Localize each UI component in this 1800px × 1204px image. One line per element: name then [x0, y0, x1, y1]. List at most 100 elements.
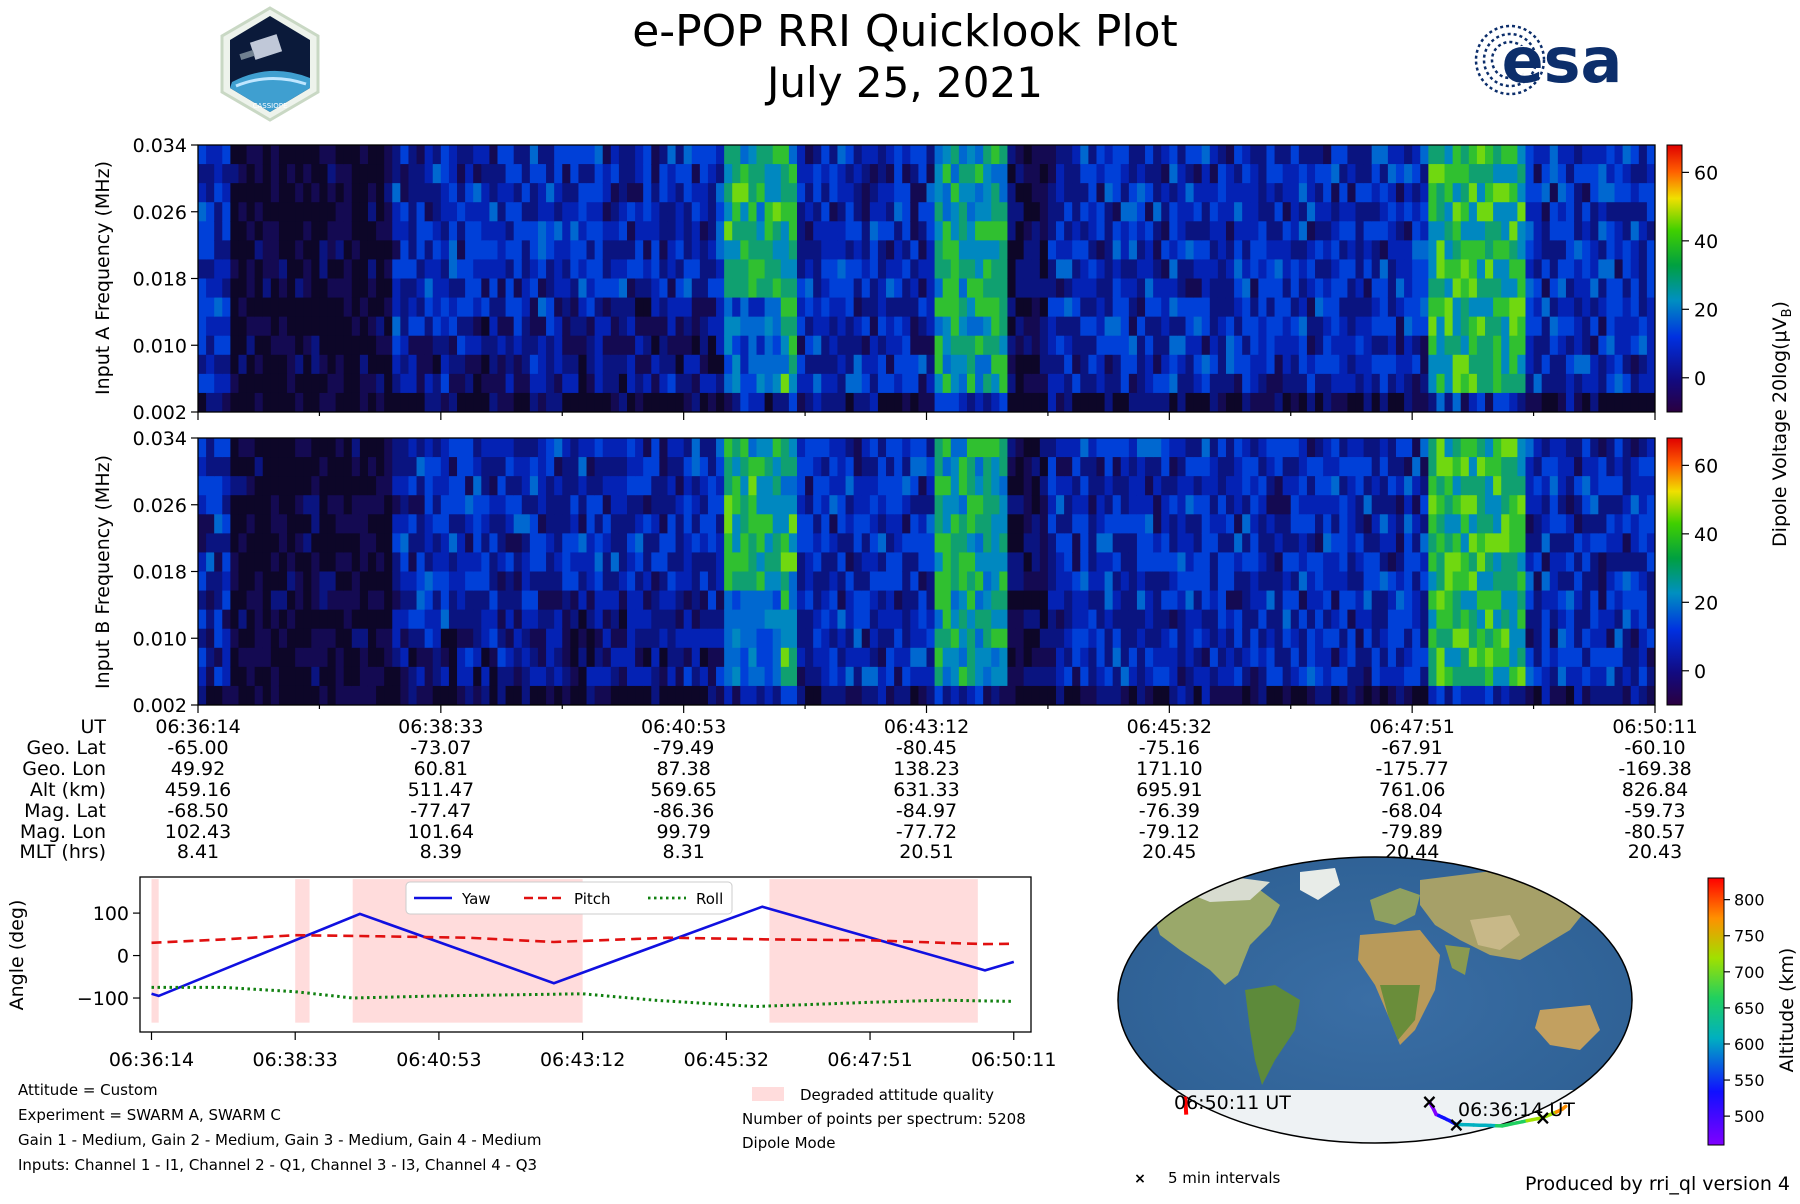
altitude-colorbar-tick-label: 500	[1734, 1107, 1765, 1126]
ephemeris-cell: 8.41	[177, 841, 219, 863]
ephemeris-cell: -79.12	[1139, 821, 1200, 843]
ephemeris-cell: 138.23	[893, 758, 959, 780]
spectrogram-b-ytick-label: 0.026	[133, 495, 187, 517]
colorbar-b-tick-label: 20	[1694, 592, 1718, 614]
ephemeris-cell: 06:47:51	[1369, 716, 1454, 738]
ephemeris-cell: 20.43	[1628, 841, 1682, 863]
spectrogram-input-a-ylabel: Input A Frequency (MHz)	[92, 161, 114, 395]
colorbar-b-tick-label: 0	[1694, 661, 1706, 683]
ephemeris-cell: 20.51	[899, 841, 953, 863]
ephemeris-row-label: Alt (km)	[30, 779, 106, 801]
attitude-ytick-label: 0	[117, 946, 129, 968]
map-marker-legend: × 5 min intervals	[1134, 1169, 1280, 1187]
ephemeris-cell: -73.07	[410, 737, 471, 759]
attitude-xtick-label: 06:38:33	[253, 1049, 338, 1071]
info-dipole-mode: Dipole Mode	[742, 1134, 835, 1152]
map-start-label: 06:36:14 UT	[1458, 1099, 1575, 1121]
ephemeris-cell: 102.43	[165, 821, 231, 843]
track-marker-x-icon: ×	[1421, 1090, 1438, 1114]
spectrogram-b-ytick-label: 0.018	[133, 562, 187, 584]
esa-logo: esa	[1476, 24, 1622, 97]
ephemeris-cell: -175.77	[1375, 758, 1448, 780]
altitude-colorbar-tick-label: 800	[1734, 891, 1765, 910]
ephemeris-cell: 06:40:53	[641, 716, 726, 738]
ephemeris-cell: 06:38:33	[398, 716, 483, 738]
spectrogram-b-ytick-label: 0.034	[133, 428, 187, 450]
info-right: Degraded attitude quality Number of poin…	[742, 1086, 1026, 1152]
altitude-colorbar-label: Altitude (km)	[1776, 948, 1798, 1073]
spectrogram-input-b-image	[198, 438, 1656, 706]
spectrogram-a-ytick-label: 0.026	[133, 202, 187, 224]
colorbar-b-tick-label: 60	[1694, 455, 1718, 477]
altitude-colorbar-tick-label: 750	[1734, 927, 1765, 946]
ephemeris-row-label: Geo. Lon	[22, 758, 106, 780]
ephemeris-cell: -84.97	[896, 800, 957, 822]
info-points-per-spectrum: Number of points per spectrum: 5208	[742, 1110, 1026, 1128]
ephemeris-cell: -80.45	[896, 737, 957, 759]
figure-date: July 25, 2021	[764, 58, 1043, 107]
ephemeris-row-label: MLT (hrs)	[19, 841, 106, 863]
altitude-colorbar-tick-label: 700	[1734, 963, 1765, 982]
attitude-xtick-label: 06:43:12	[540, 1049, 625, 1071]
ephemeris-cell: 06:36:14	[155, 716, 240, 738]
cassiope-logo: CASSIOPE	[222, 8, 318, 120]
info-gains: Gain 1 - Medium, Gain 2 - Medium, Gain 3…	[18, 1131, 542, 1149]
ephemeris-cell: 826.84	[1622, 779, 1688, 801]
ephemeris-cell: -59.73	[1624, 800, 1685, 822]
map-marker-label: 5 min intervals	[1168, 1169, 1281, 1187]
colorbar-b-tick-label: 40	[1694, 524, 1718, 546]
attitude-legend: Yaw Pitch Roll	[406, 882, 732, 914]
ephemeris-row-label: Mag. Lat	[24, 800, 106, 822]
ephemeris-cell: 8.31	[663, 841, 705, 863]
degraded-span	[151, 879, 158, 1023]
spectrogram-colorbar-b: 0 20 40 60	[1667, 438, 1718, 705]
cassiope-logo-text: CASSIOPE	[253, 102, 288, 110]
ephemeris-cell: -77.72	[896, 821, 957, 843]
ephemeris-cell: 87.38	[656, 758, 710, 780]
ephemeris-cell: -60.10	[1624, 737, 1685, 759]
ephemeris-cell: -79.89	[1382, 821, 1443, 843]
info-inputs: Inputs: Channel 1 - I1, Channel 2 - Q1, …	[18, 1156, 537, 1174]
ephemeris-cell: 60.81	[414, 758, 468, 780]
ephemeris-cell: 49.92	[171, 758, 225, 780]
attitude-ytick-label: 100	[93, 903, 129, 925]
ephemeris-cell: 99.79	[656, 821, 710, 843]
ephemeris-cell: 20.45	[1142, 841, 1196, 863]
spectrogram-input-a	[198, 145, 1656, 413]
ephemeris-cell: 06:50:11	[1612, 716, 1697, 738]
spectrogram-input-b	[198, 438, 1656, 706]
figure-title: e-POP RRI Quicklook Plot	[632, 6, 1178, 57]
attitude-xtick-label: 06:47:51	[827, 1049, 912, 1071]
ephemeris-cell: 171.10	[1136, 758, 1202, 780]
degraded-legend-label: Degraded attitude quality	[800, 1086, 994, 1104]
attitude-xtick-label: 06:50:11	[971, 1049, 1056, 1071]
attitude-xtick-label: 06:45:32	[684, 1049, 769, 1071]
spectrogram-input-a-image	[198, 145, 1656, 413]
ephemeris-cell: -75.16	[1139, 737, 1200, 759]
info-attitude: Attitude = Custom	[18, 1081, 158, 1099]
ephemeris-row-label: Geo. Lat	[27, 737, 106, 759]
spectrogram-b-ytick-label: 0.002	[133, 695, 187, 717]
colorbar-a-tick-label: 40	[1694, 231, 1718, 253]
ephemeris-cell: 8.39	[420, 841, 462, 863]
degraded-legend-swatch	[752, 1087, 784, 1101]
spectrogram-a-ytick-label: 0.002	[133, 402, 187, 424]
ephemeris-cell: -67.91	[1382, 737, 1443, 759]
ephemeris-cell: 511.47	[408, 779, 474, 801]
attitude-ylabel: Angle (deg)	[6, 900, 28, 1011]
info-experiment: Experiment = SWARM A, SWARM C	[18, 1106, 281, 1124]
spectrogram-input-b-ylabel: Input B Frequency (MHz)	[92, 455, 114, 689]
ephemeris-cell: -79.49	[653, 737, 714, 759]
ephemeris-cell: -80.57	[1624, 821, 1685, 843]
footer-credit: Produced by rri_ql version 4	[1525, 1173, 1790, 1195]
spectrogram-b-ytick-label: 0.010	[133, 628, 187, 650]
ephemeris-cell: -169.38	[1618, 758, 1691, 780]
ephemeris-cell: 761.06	[1379, 779, 1445, 801]
